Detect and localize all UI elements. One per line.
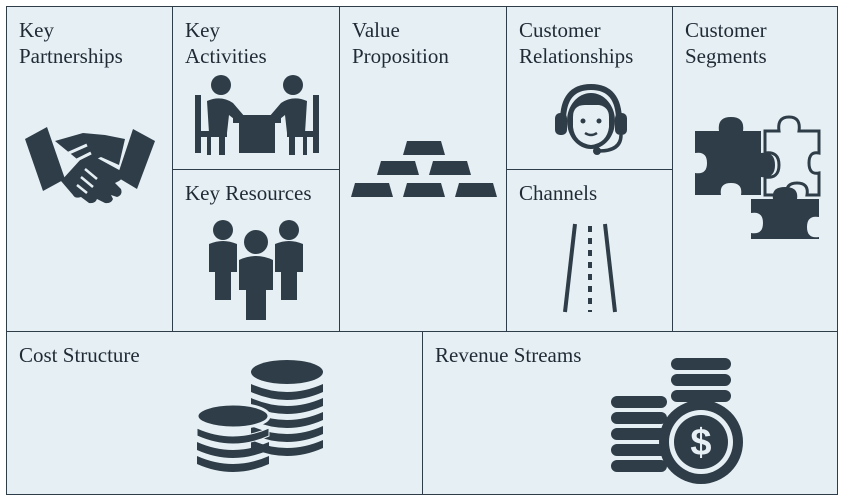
customer-relationships-block: Customer Relationships [506, 6, 673, 170]
key-resources-label: Key Resources [185, 181, 312, 205]
customer-relationships-label: Customer Relationships [519, 18, 634, 68]
headset-agent-icon [551, 83, 631, 157]
key-partnerships-block: Key Partnerships [6, 6, 173, 332]
coin-stacks-icon [195, 356, 325, 482]
value-proposition-block: Value Proposition [339, 6, 507, 332]
road-icon [559, 222, 621, 314]
customer-segments-label: Customer Segments [685, 18, 767, 68]
gold-bars-icon [349, 141, 499, 201]
svg-text:$: $ [690, 422, 711, 464]
people-group-icon [205, 220, 307, 320]
customer-segments-block: Customer Segments [672, 6, 838, 332]
value-proposition-label: Value Proposition [352, 18, 449, 68]
revenue-streams-block: Revenue Streams $ [422, 331, 838, 495]
dollar-coins-icon: $ [607, 358, 747, 486]
channels-block: Channels [506, 169, 673, 332]
key-partnerships-label: Key Partnerships [19, 18, 123, 68]
business-model-canvas: Key Partnerships Key Activities [6, 6, 838, 495]
key-resources-block: Key Resources [172, 169, 340, 332]
revenue-streams-label: Revenue Streams [435, 343, 582, 367]
key-activities-label: Key Activities [185, 18, 267, 68]
meeting-icon [193, 73, 321, 157]
handshake-icon [25, 119, 155, 204]
key-activities-block: Key Activities [172, 6, 340, 170]
puzzle-pieces-icon [695, 113, 821, 239]
cost-structure-label: Cost Structure [19, 343, 140, 367]
channels-label: Channels [519, 181, 598, 205]
cost-structure-block: Cost Structure [6, 331, 423, 495]
